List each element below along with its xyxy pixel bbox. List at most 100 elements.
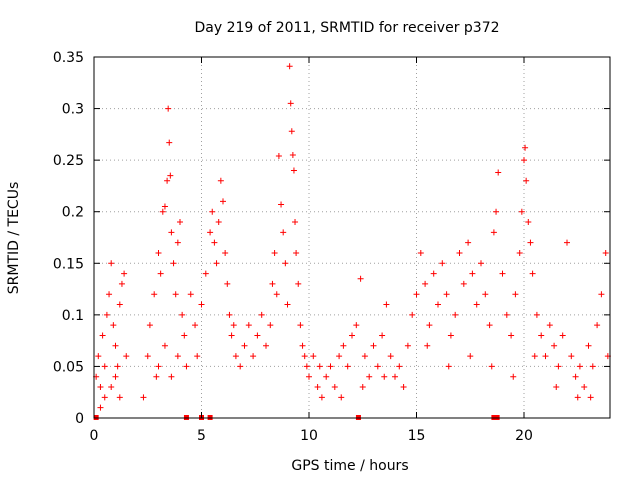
data-point <box>439 260 446 267</box>
data-point <box>522 144 529 151</box>
data-point <box>559 332 566 339</box>
data-point <box>426 322 433 329</box>
data-point <box>469 270 476 277</box>
data-point <box>245 322 252 329</box>
data-point <box>495 169 502 176</box>
data-point <box>336 353 343 360</box>
data-point <box>529 270 536 277</box>
x-tick-label: 15 <box>408 428 426 444</box>
data-point <box>327 363 334 370</box>
data-point <box>499 270 506 277</box>
data-point <box>211 239 218 246</box>
data-point <box>538 332 545 339</box>
data-point <box>551 342 558 349</box>
data-point <box>288 128 295 135</box>
data-point <box>516 249 523 256</box>
data-point <box>267 322 274 329</box>
x-tick-label: 0 <box>90 428 99 444</box>
data-point <box>318 394 325 401</box>
y-tick-label: 0 <box>75 411 84 427</box>
data-point <box>568 353 575 360</box>
data-point <box>404 342 411 349</box>
y-tick-label: 0.2 <box>62 205 84 221</box>
x-tick-label: 10 <box>300 428 318 444</box>
data-point <box>299 342 306 349</box>
data-point <box>602 249 609 256</box>
data-point <box>303 363 310 370</box>
data-point <box>95 353 102 360</box>
data-point <box>121 270 128 277</box>
data-point <box>194 353 201 360</box>
data-point <box>512 291 519 298</box>
x-tick-label: 5 <box>197 428 206 444</box>
data-point <box>161 342 168 349</box>
data-point <box>177 219 183 226</box>
data-point <box>383 301 390 308</box>
data-point <box>224 280 231 287</box>
data-point <box>581 384 588 391</box>
data-point <box>527 239 534 246</box>
data-point <box>275 153 282 160</box>
data-point <box>387 353 394 360</box>
data-point <box>228 332 235 339</box>
data-point <box>155 363 162 370</box>
data-point <box>564 239 570 246</box>
data-point <box>594 322 601 329</box>
data-point <box>220 198 226 205</box>
data-point <box>286 63 293 70</box>
data-point <box>209 208 216 215</box>
data-point <box>553 384 560 391</box>
data-point <box>278 201 285 208</box>
data-point <box>289 151 296 158</box>
data-point <box>379 332 386 339</box>
data-point <box>226 311 233 318</box>
data-point <box>508 332 515 339</box>
data-point <box>323 373 330 380</box>
data-point <box>112 373 119 380</box>
data-point <box>269 280 276 287</box>
data-point <box>215 219 222 226</box>
data-point <box>370 342 377 349</box>
data-point <box>392 373 398 380</box>
data-point <box>435 301 441 308</box>
data-point <box>118 280 125 287</box>
data-point <box>295 280 302 287</box>
data-point <box>273 291 280 298</box>
y-tick-label: 0.15 <box>53 256 84 272</box>
data-point <box>284 301 291 308</box>
data-point <box>314 384 321 391</box>
data-point <box>493 208 500 215</box>
data-point <box>116 394 123 401</box>
data-point <box>555 363 562 370</box>
data-point <box>157 270 164 277</box>
data-point <box>230 322 237 329</box>
data-point <box>292 219 299 226</box>
data-point <box>207 229 214 236</box>
data-point <box>310 353 317 360</box>
y-tick-label: 0.3 <box>62 102 84 118</box>
data-point <box>165 105 172 112</box>
data-point <box>192 322 199 329</box>
data-point <box>478 260 484 267</box>
data-point <box>187 291 194 298</box>
data-point <box>140 394 147 401</box>
data-point <box>159 208 166 215</box>
data-point <box>422 280 429 287</box>
data-point <box>430 270 437 277</box>
series-srmtid <box>93 63 611 411</box>
data-point <box>465 239 472 246</box>
data-point <box>114 363 121 370</box>
data-point <box>213 260 220 267</box>
data-point <box>99 332 106 339</box>
data-point <box>486 322 493 329</box>
data-point <box>473 301 480 308</box>
data-point <box>170 260 177 267</box>
data-point <box>445 363 452 370</box>
data-point <box>174 353 181 360</box>
data-point <box>357 275 364 282</box>
data-point <box>237 363 244 370</box>
data-point <box>523 177 530 184</box>
data-point <box>374 363 381 370</box>
data-point <box>366 373 373 380</box>
data-point <box>97 384 104 391</box>
